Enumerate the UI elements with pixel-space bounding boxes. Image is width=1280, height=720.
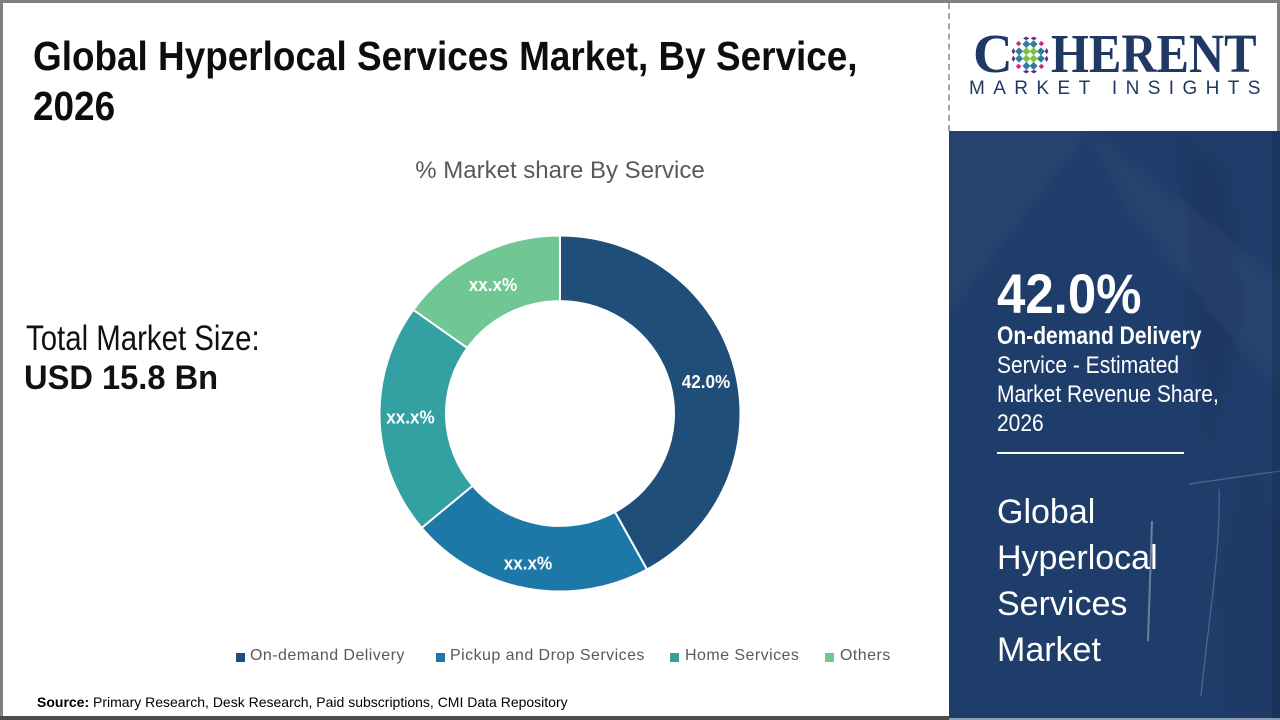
svg-text:xx.x%: xx.x%: [504, 553, 553, 574]
svg-text:xx.x%: xx.x%: [469, 274, 518, 295]
svg-text:xx.x%: xx.x%: [386, 407, 435, 428]
svg-text:42.0%: 42.0%: [682, 371, 731, 392]
